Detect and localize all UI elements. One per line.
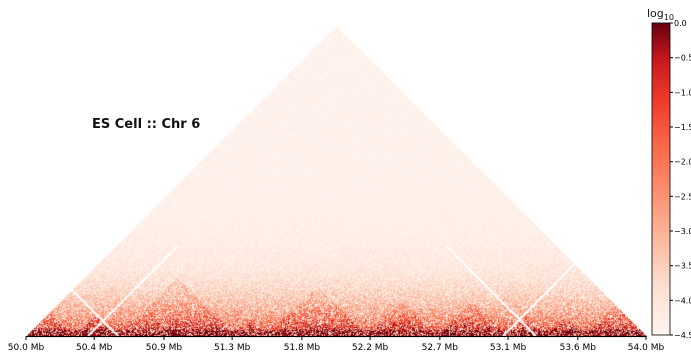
x-tick-label: 53.6 Mb [560,343,597,352]
x-tick-label: 50.0 Mb [8,343,45,352]
colorbar-tick-label: −3.0 [674,227,691,236]
colorbar-label-base: log [647,7,664,20]
x-tick-label: 50.4 Mb [76,343,113,352]
colorbar-tick-label: −0.5 [674,54,691,63]
colorbar-tick-label: −4.0 [674,296,691,305]
x-tick-label: 51.3 Mb [214,343,251,352]
colorbar-tick-label: −4.5 [674,331,691,340]
colorbar-tick-label: −1.0 [674,88,691,97]
colorbar-tick-label: −3.5 [674,262,691,271]
colorbar-tick-label: −2.5 [674,192,691,201]
colorbar-label-sub: 10 [663,13,674,23]
colorbar-tick-label: 0.0 [674,19,687,28]
chart-title: ES Cell :: Chr 6 [92,117,201,132]
x-tick-label: 51.8 Mb [284,343,321,352]
x-tick-label: 53.1 Mb [490,343,527,352]
x-tick-label: 50.9 Mb [146,343,183,352]
colorbar-tick-label: −2.0 [674,158,691,167]
colorbar-label: log10 [647,7,674,22]
x-tick-label: 52.7 Mb [422,343,459,352]
x-tick-label: 54.0 Mb [628,343,665,352]
colorbar [651,22,671,336]
x-tick-label: 52.2 Mb [352,343,389,352]
colorbar-tick-label: −1.5 [674,123,691,132]
